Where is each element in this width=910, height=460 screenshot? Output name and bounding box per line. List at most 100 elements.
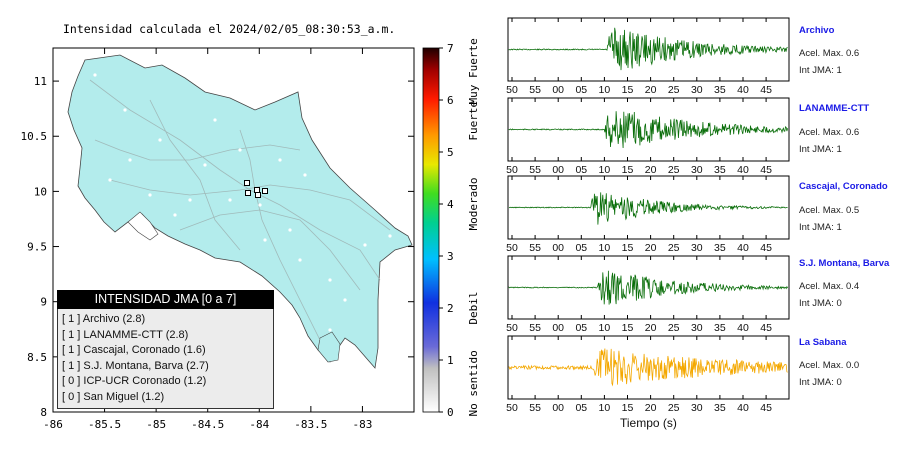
map-title: Intensidad calculada el 2024/02/05_08:30… bbox=[63, 22, 396, 36]
scale-category-label: Fuerte bbox=[467, 101, 480, 141]
trace-x-tick-label: 45 bbox=[760, 164, 772, 176]
station-name: LANAMME-CTT bbox=[799, 103, 870, 114]
trace-x-tick-label: 30 bbox=[691, 164, 703, 176]
town-dot bbox=[238, 148, 242, 152]
trace-x-tick-label: 50 bbox=[506, 322, 518, 334]
legend-item: [ 1 ] S.J. Montana, Barva (2.7) bbox=[62, 359, 209, 372]
seismogram-trace bbox=[508, 270, 788, 305]
trace-x-tick-label: 10 bbox=[599, 242, 611, 254]
legend-title: INTENSIDAD JMA [0 a 7] bbox=[57, 290, 274, 309]
trace-x-tick-label: 45 bbox=[760, 322, 772, 334]
trace-x-tick-label: 40 bbox=[737, 322, 749, 334]
trace-x-tick-label: 15 bbox=[622, 164, 634, 176]
seismogram-trace bbox=[508, 192, 788, 225]
color-bar bbox=[422, 47, 440, 413]
town-dot bbox=[128, 158, 132, 162]
trace-x-tick-label: 45 bbox=[760, 402, 772, 414]
map-x-tick-label: -84.5 bbox=[191, 418, 224, 431]
station-jma: Int JMA: 1 bbox=[799, 222, 842, 233]
trace-x-tick-label: 05 bbox=[575, 402, 587, 414]
trace-x-tick-label: 00 bbox=[552, 402, 564, 414]
trace-x-tick-label: 30 bbox=[691, 402, 703, 414]
station-name: Cascajal, Coronado bbox=[799, 181, 888, 192]
osa-peninsula bbox=[317, 331, 341, 363]
scale-category-label: Debil bbox=[467, 291, 480, 324]
town-dot bbox=[108, 178, 112, 182]
seismogram-trace bbox=[508, 27, 788, 71]
station-name: S.J. Montana, Barva bbox=[799, 258, 890, 269]
trace-x-tick-label: 20 bbox=[645, 402, 657, 414]
town-dot bbox=[148, 193, 152, 197]
map-x-tick-label: -85.5 bbox=[88, 418, 121, 431]
trace-x-tick-label: 35 bbox=[714, 402, 726, 414]
town-dot bbox=[303, 173, 307, 177]
town-dot bbox=[298, 258, 302, 262]
trace-x-tick-label: 30 bbox=[691, 242, 703, 254]
trace-x-tick-label: 05 bbox=[575, 242, 587, 254]
town-dot bbox=[278, 158, 282, 162]
trace-x-tick-label: 20 bbox=[645, 164, 657, 176]
station-name: La Sabana bbox=[799, 337, 847, 348]
scale-tick-label: 4 bbox=[447, 198, 454, 211]
trace-x-tick-label: 55 bbox=[529, 402, 541, 414]
station-jma: Int JMA: 1 bbox=[799, 144, 842, 155]
town-dot bbox=[173, 213, 177, 217]
trace-x-tick-label: 45 bbox=[760, 242, 772, 254]
trace-x-tick-label: 25 bbox=[668, 164, 680, 176]
station-jma: Int JMA: 0 bbox=[799, 377, 842, 388]
legend-item: [ 0 ] ICP-UCR Coronado (1.2) bbox=[62, 375, 207, 387]
map-y-tick-label: 10.5 bbox=[21, 130, 48, 143]
town-dot bbox=[328, 328, 332, 332]
trace-x-tick-label: 40 bbox=[737, 242, 749, 254]
map-y-tick-label: 10 bbox=[34, 185, 47, 198]
town-dot bbox=[388, 234, 392, 238]
map-y-tick-label: 8 bbox=[40, 406, 47, 419]
trace-x-tick-label: 00 bbox=[552, 322, 564, 334]
legend-item: [ 1 ] LANAMME-CTT (2.8) bbox=[62, 328, 189, 341]
trace-x-tick-label: 30 bbox=[691, 84, 703, 96]
trace-x-tick-label: 10 bbox=[599, 84, 611, 96]
trace-x-tick-label: 25 bbox=[668, 402, 680, 414]
town-dot bbox=[158, 138, 162, 142]
station-acel: Acel. Max. 0.5 bbox=[799, 205, 860, 216]
map-y-tick-label: 8.5 bbox=[27, 351, 47, 364]
trace-x-tick-label: 50 bbox=[506, 402, 518, 414]
trace-x-tick-label: 15 bbox=[622, 402, 634, 414]
map-x-tick-label: -83 bbox=[352, 418, 372, 431]
trace-x-tick-label: 00 bbox=[552, 242, 564, 254]
legend-item: [ 1 ] Archivo (2.8) bbox=[62, 313, 146, 325]
trace-x-tick-label: 50 bbox=[506, 242, 518, 254]
trace-x-tick-label: 40 bbox=[737, 164, 749, 176]
legend-box bbox=[57, 290, 274, 409]
scale-tick-label: 5 bbox=[447, 146, 454, 159]
station-acel: Acel. Max. 0.0 bbox=[799, 360, 860, 371]
town-dot bbox=[228, 198, 232, 202]
legend-item: [ 0 ] San Miguel (1.2) bbox=[62, 390, 165, 403]
trace-x-tick-label: 20 bbox=[645, 242, 657, 254]
scale-category-label: Moderado bbox=[467, 178, 480, 231]
town-dot bbox=[328, 278, 332, 282]
town-dot bbox=[343, 298, 347, 302]
trace-x-tick-label: 40 bbox=[737, 84, 749, 96]
x-axis-label: Tiempo (s) bbox=[620, 416, 677, 430]
town-dot bbox=[258, 203, 262, 207]
station-jma: Int JMA: 0 bbox=[799, 298, 842, 309]
trace-x-tick-label: 15 bbox=[622, 242, 634, 254]
trace-x-tick-label: 35 bbox=[714, 84, 726, 96]
station-jma: Int JMA: 1 bbox=[799, 65, 842, 76]
trace-x-tick-label: 35 bbox=[714, 164, 726, 176]
trace-x-tick-label: 25 bbox=[668, 84, 680, 96]
map-y-tick-label: 11 bbox=[34, 75, 47, 88]
trace-x-tick-label: 55 bbox=[529, 84, 541, 96]
town-dot bbox=[288, 228, 292, 232]
scale-tick-label: 0 bbox=[447, 406, 454, 419]
station-marker bbox=[255, 192, 261, 198]
station-acel: Acel. Max. 0.6 bbox=[799, 127, 860, 138]
trace-x-tick-label: 25 bbox=[668, 322, 680, 334]
town-dot bbox=[123, 108, 127, 112]
station-name: Archivo bbox=[799, 25, 835, 36]
station-marker bbox=[244, 180, 250, 186]
town-dot bbox=[188, 198, 192, 202]
scale-category-label: Muy Fuerte bbox=[467, 38, 480, 104]
